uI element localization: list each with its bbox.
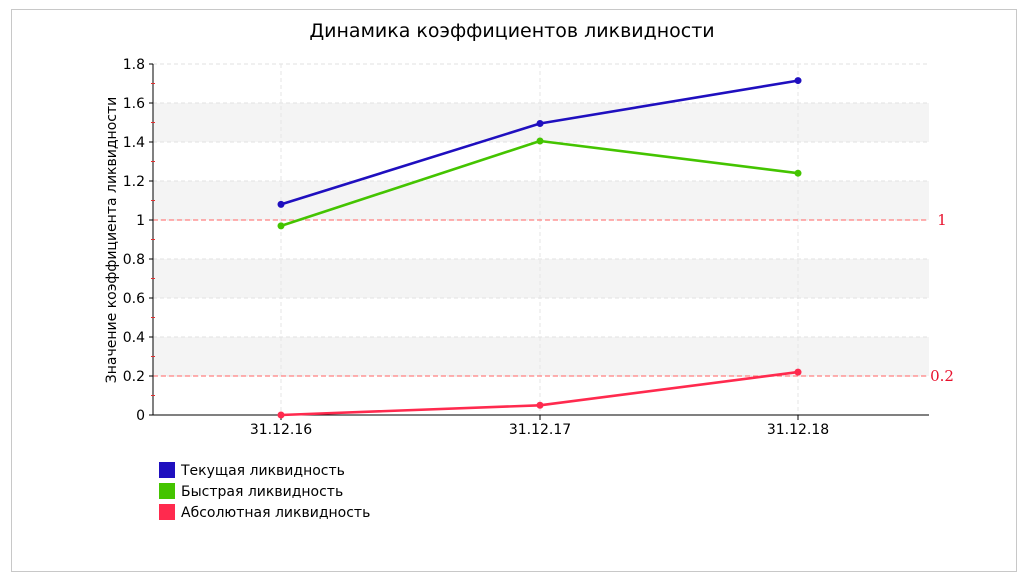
data-point — [794, 169, 802, 177]
y-tick-label: 1 — [136, 213, 145, 229]
y-tick-label: 0.2 — [123, 369, 145, 385]
grid-band — [153, 337, 929, 376]
chart-legend: Текущая ликвидность Быстрая ликвидность Аб… — [159, 462, 370, 521]
legend-label: Текущая ликвидность — [180, 463, 345, 479]
reference-line-label: 1 — [937, 211, 947, 229]
legend-swatch — [159, 483, 175, 499]
data-point — [277, 411, 285, 419]
y-tick-label: 0.8 — [123, 252, 145, 268]
data-point — [277, 200, 285, 208]
grid-band — [153, 181, 929, 220]
data-point — [794, 77, 802, 85]
data-point — [536, 401, 544, 409]
data-point — [536, 119, 544, 127]
legend-swatch — [159, 462, 175, 478]
reference-line-label: 0.2 — [930, 367, 954, 385]
legend-label: Быстрая ликвидность — [181, 484, 343, 500]
x-tick-label: 31.12.16 — [250, 422, 312, 438]
chart-axes: 0 0.2 0.4 0.6 0.8 1 1.2 1.4 1.6 1.8 31.12.16 31.12.… — [123, 57, 929, 438]
data-point — [536, 137, 544, 145]
data-point — [794, 368, 802, 376]
y-tick-label: 0 — [136, 408, 145, 424]
data-point — [277, 222, 285, 230]
y-tick-label: 1.2 — [123, 174, 145, 190]
x-tick-label: 31.12.18 — [767, 422, 829, 438]
y-tick-label: 1.8 — [123, 57, 145, 73]
grid-band — [153, 259, 929, 298]
chart-title: Динамика коэффициентов ликвидности — [309, 20, 714, 42]
legend-label: Абсолютная ликвидность — [181, 505, 370, 521]
x-tick-label: 31.12.17 — [509, 422, 571, 438]
y-tick-label: 0.4 — [123, 330, 145, 346]
y-tick-label: 1.4 — [123, 135, 145, 151]
y-axis-label: Значение коэффициента ликвидности — [104, 97, 120, 383]
reference-lines: 10.2 — [153, 211, 954, 385]
legend-swatch — [159, 504, 175, 520]
y-tick-label: 0.6 — [123, 291, 145, 307]
chart-bands — [153, 103, 929, 376]
chart-series — [277, 77, 802, 419]
y-tick-label: 1.6 — [123, 96, 145, 112]
